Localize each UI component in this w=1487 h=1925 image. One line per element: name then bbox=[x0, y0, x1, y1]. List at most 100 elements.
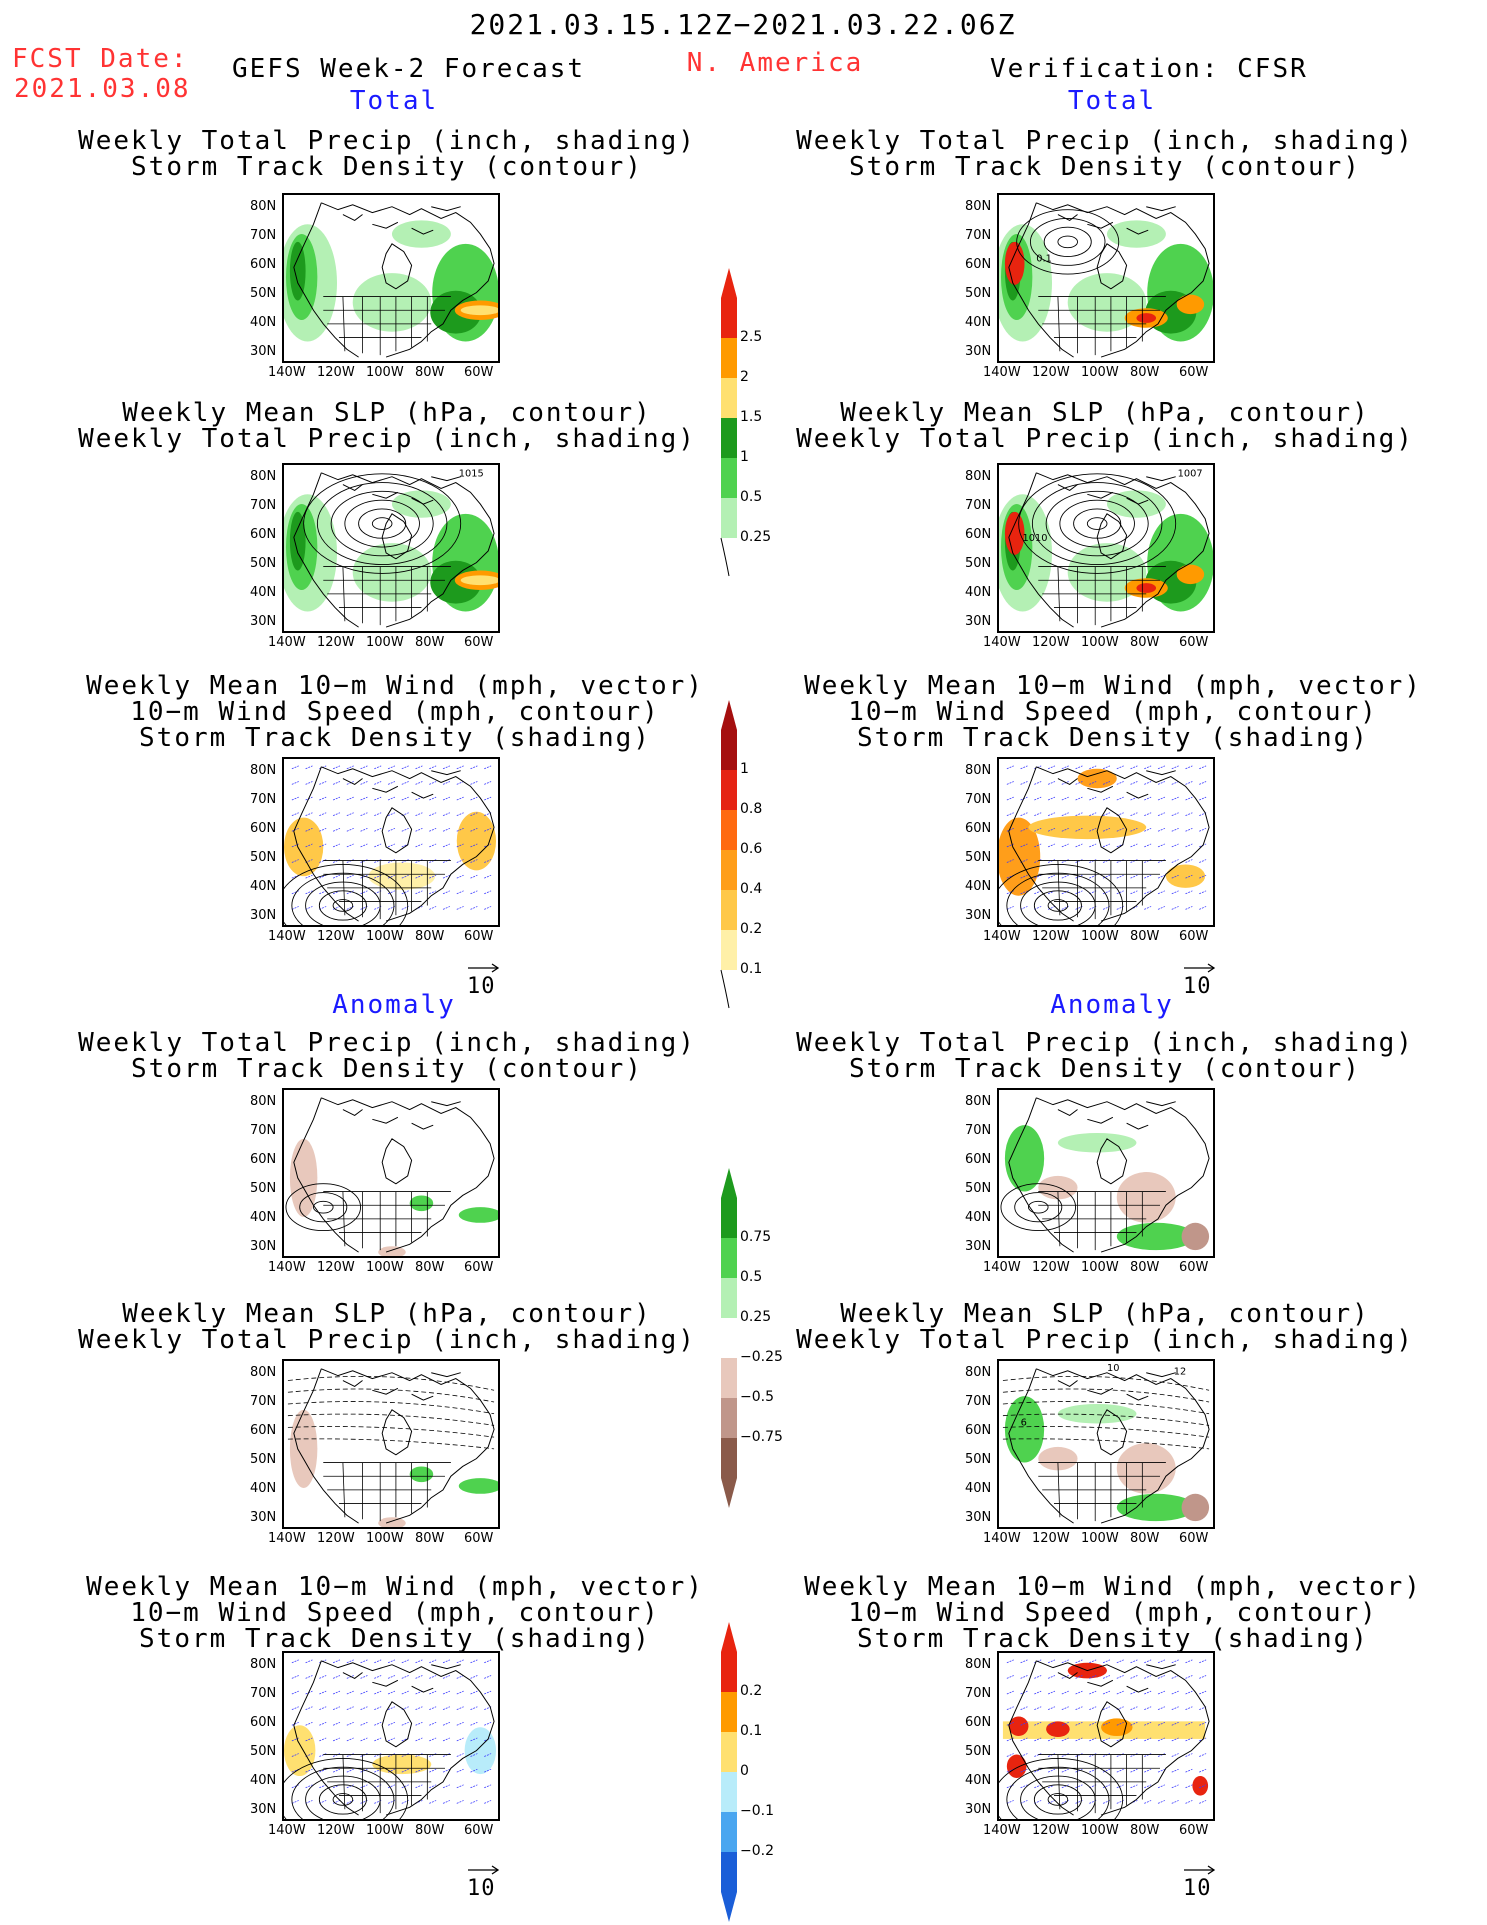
wind-vector bbox=[305, 1675, 313, 1679]
wind-vector bbox=[1034, 906, 1042, 910]
gefs-anom-slp-map bbox=[282, 1359, 500, 1529]
wind-vector bbox=[291, 859, 299, 863]
hudson-bay bbox=[1096, 243, 1128, 290]
wind-vector bbox=[319, 781, 327, 785]
lon-tick-label: 120W bbox=[317, 1531, 355, 1546]
panel-title-line: Weekly Mean SLP (hPa, contour) bbox=[122, 398, 652, 428]
lat-tick-label: 50N bbox=[250, 1452, 277, 1467]
lat-tick-label: 50N bbox=[250, 1181, 277, 1196]
wind-vector bbox=[1034, 1690, 1042, 1695]
gefs-anom-slp-title: Weekly Mean SLP (hPa, contour) Weekly Tot… bbox=[78, 1301, 696, 1353]
colorbar-tick-label: 0.6 bbox=[740, 841, 763, 857]
colorbar-tick-label: 0.25 bbox=[740, 1309, 772, 1325]
wind-vector bbox=[346, 1721, 354, 1726]
lon-tick-label: 80W bbox=[1130, 365, 1160, 380]
wind-vector bbox=[1061, 1737, 1069, 1742]
storm-anom-contour bbox=[313, 1200, 334, 1214]
wind-vector bbox=[1034, 1768, 1042, 1773]
wind-vector bbox=[415, 1690, 423, 1695]
storm-density-colorbar bbox=[720, 700, 738, 1009]
wind-vector bbox=[1130, 859, 1138, 863]
wind-vector bbox=[1144, 1768, 1152, 1773]
wind-vector bbox=[1130, 1706, 1138, 1710]
wind-speed-contour bbox=[318, 890, 367, 921]
panel-title-line: Storm Track Density (shading) bbox=[857, 723, 1369, 753]
colorbar-swatch bbox=[721, 850, 737, 890]
wind-vector bbox=[415, 1721, 423, 1726]
wind-vector bbox=[484, 796, 492, 801]
coastline bbox=[293, 1368, 495, 1524]
coastline bbox=[293, 1660, 495, 1816]
wind-vector bbox=[1130, 1675, 1138, 1679]
lon-tick-label: 60W bbox=[1179, 1823, 1209, 1838]
wind-vector bbox=[360, 1690, 368, 1695]
slp-contour bbox=[358, 508, 407, 539]
wind-vector bbox=[346, 1753, 354, 1757]
wind-vector bbox=[415, 781, 423, 785]
wind-vector bbox=[1006, 1690, 1014, 1695]
wind-vector bbox=[332, 781, 341, 785]
wind-vector bbox=[1116, 859, 1124, 863]
precip-shading bbox=[1004, 511, 1025, 555]
wind-vector bbox=[429, 1675, 437, 1679]
wind-vector bbox=[1047, 1690, 1056, 1695]
wind-vector bbox=[387, 1675, 396, 1679]
lat-tick-label: 60N bbox=[965, 821, 992, 836]
gefs-total-wind-title: Weekly Mean 10−m Wind (mph, vector) 10−m … bbox=[86, 673, 704, 751]
lon-tick-label: 80W bbox=[1130, 1260, 1160, 1275]
wind-vector bbox=[1061, 874, 1069, 879]
lon-tick-label: 120W bbox=[317, 1260, 355, 1275]
wind-vector bbox=[1102, 1753, 1111, 1757]
wind-vector bbox=[401, 1659, 409, 1664]
lat-tick-label: 50N bbox=[965, 286, 992, 301]
wind-vector bbox=[429, 1800, 437, 1804]
lat-tick-label: 80N bbox=[965, 1094, 992, 1109]
lat-tick-label: 70N bbox=[965, 792, 992, 807]
lon-tick-label: 80W bbox=[1130, 1531, 1160, 1546]
precip-shading bbox=[1176, 294, 1205, 315]
wind-vector bbox=[1130, 781, 1138, 785]
lat-tick-label: 60N bbox=[250, 1423, 277, 1438]
wind-vector bbox=[429, 859, 437, 863]
wind-vector bbox=[470, 1675, 478, 1679]
storm-anom-shading bbox=[284, 1725, 316, 1777]
arctic-islands bbox=[1057, 206, 1176, 235]
wind-vector bbox=[346, 827, 354, 832]
wind-vector bbox=[1171, 1753, 1179, 1757]
wind-vector bbox=[429, 781, 437, 785]
cfsr-anom-slp-map: 10 12 6 bbox=[997, 1359, 1215, 1529]
wind-vector bbox=[387, 843, 396, 848]
panel-title-line: Storm Track Density (contour) bbox=[131, 152, 643, 182]
panel-title-line: Weekly Mean SLP (hPa, contour) bbox=[122, 1299, 652, 1329]
wind-vector bbox=[470, 1784, 478, 1789]
wind-vector bbox=[1047, 1768, 1056, 1773]
lon-tick-label: 140W bbox=[268, 1260, 306, 1275]
wind-vector bbox=[1047, 874, 1056, 879]
wind-vector bbox=[305, 781, 313, 785]
wind-vector bbox=[1047, 1737, 1056, 1742]
wind-vector bbox=[1061, 1706, 1069, 1710]
wind-vector bbox=[1102, 1659, 1111, 1664]
gefs-total-wind-map bbox=[282, 757, 500, 927]
wind-vector bbox=[456, 874, 464, 879]
lat-tick-label: 40N bbox=[250, 1773, 277, 1788]
wind-vector bbox=[1157, 906, 1166, 910]
colorbar-cap bbox=[721, 1168, 737, 1198]
wind-vector bbox=[442, 1721, 451, 1726]
wind-vector bbox=[484, 1768, 492, 1773]
panel-title-line: Storm Track Density (contour) bbox=[131, 1054, 643, 1084]
colorbar-swatch bbox=[721, 1278, 737, 1318]
wind-vector bbox=[442, 859, 451, 863]
hudson-bay bbox=[381, 513, 413, 560]
wind-vector bbox=[346, 812, 354, 816]
wind-vector bbox=[401, 874, 409, 879]
lat-tick-label: 70N bbox=[250, 1123, 277, 1138]
wind-vector bbox=[1102, 765, 1111, 770]
wind-vector bbox=[319, 1768, 327, 1773]
wind-vector bbox=[374, 812, 382, 816]
lat-tick-label: 30N bbox=[250, 1510, 277, 1525]
lat-tick-label: 30N bbox=[250, 908, 277, 923]
wind-vector bbox=[319, 843, 327, 848]
wind-vector bbox=[1130, 874, 1138, 879]
lat-tick-label: 30N bbox=[250, 344, 277, 359]
